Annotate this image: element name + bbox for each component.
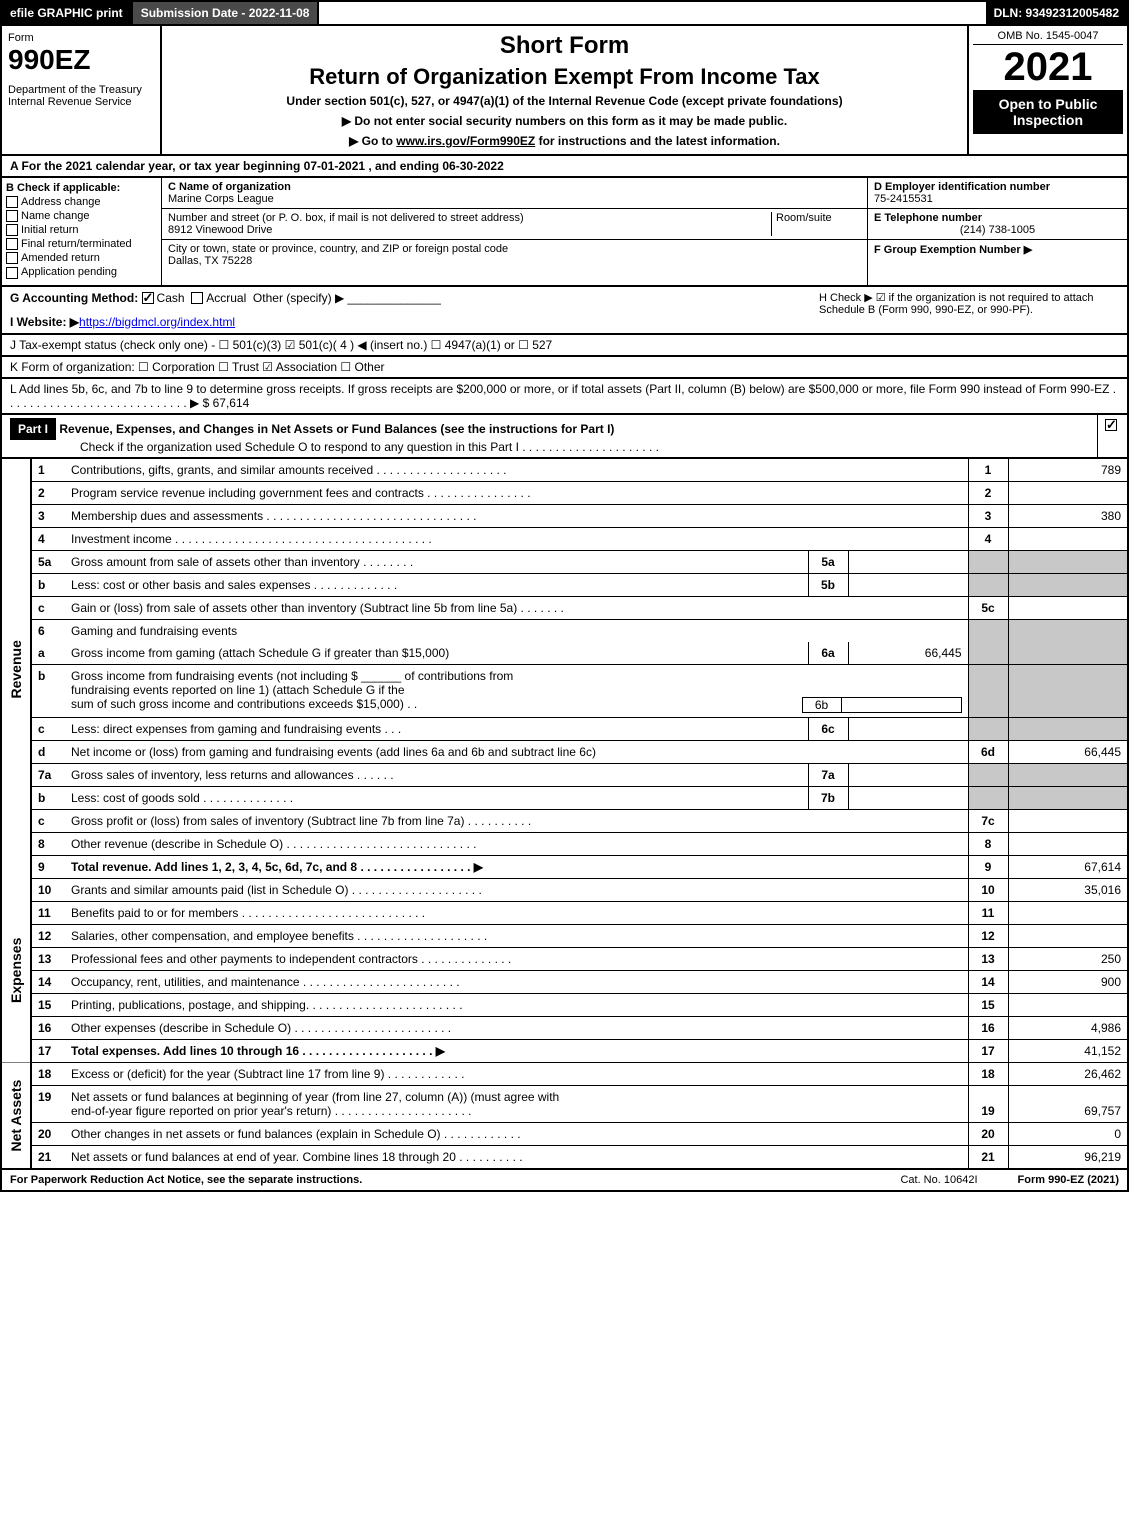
street-value: 8912 Vinewood Drive: [168, 224, 272, 236]
arrow-line-2: ▶ Go to www.irs.gov/Form990EZ for instru…: [172, 134, 957, 148]
part1-header-row: Part I Revenue, Expenses, and Changes in…: [0, 415, 1129, 459]
section-h: H Check ▶ ☑ if the organization is not r…: [819, 291, 1119, 329]
chk-application-pending[interactable]: Application pending: [6, 266, 157, 278]
short-form-title: Short Form: [172, 32, 957, 60]
footer-right: Form 990-EZ (2021): [1018, 1174, 1119, 1186]
top-bar: efile GRAPHIC print Submission Date - 20…: [0, 0, 1129, 26]
irs-link[interactable]: www.irs.gov/Form990EZ: [396, 134, 535, 148]
room-label: Room/suite: [776, 212, 832, 224]
part1-badge: Part I: [10, 418, 56, 440]
val-6d: 66,445: [1008, 740, 1128, 763]
section-c: C Name of organization Marine Corps Leag…: [162, 178, 867, 285]
chk-address-change[interactable]: Address change: [6, 196, 157, 208]
val-19: 69,757: [1008, 1085, 1128, 1122]
val-18: 26,462: [1008, 1062, 1128, 1085]
chk-initial-return[interactable]: Initial return: [6, 224, 157, 236]
chk-final-return[interactable]: Final return/terminated: [6, 238, 157, 250]
arrow2-post: for instructions and the latest informat…: [535, 134, 780, 148]
val-10: 35,016: [1008, 878, 1128, 901]
main-title: Return of Organization Exempt From Incom…: [172, 64, 957, 90]
form-number: 990EZ: [8, 44, 154, 76]
section-l: L Add lines 5b, 6c, and 7b to line 9 to …: [0, 379, 1129, 415]
section-gh: G Accounting Method: Cash Accrual Other …: [0, 287, 1129, 335]
submission-date: Submission Date - 2022-11-08: [131, 2, 320, 24]
city-value: Dallas, TX 75228: [168, 255, 252, 267]
arrow-line-1: ▶ Do not enter social security numbers o…: [172, 114, 957, 128]
footer-left: For Paperwork Reduction Act Notice, see …: [10, 1174, 362, 1186]
org-name: Marine Corps League: [168, 193, 274, 205]
val-7c: [1008, 809, 1128, 832]
val-12: [1008, 924, 1128, 947]
form-box: Form 990EZ Department of the Treasury In…: [2, 26, 162, 154]
val-6a: 66,445: [848, 642, 968, 665]
val-8: [1008, 832, 1128, 855]
phone-label: E Telephone number: [874, 212, 982, 224]
gross-receipts: 67,614: [213, 396, 250, 410]
part1-checkline: Check if the organization used Schedule …: [80, 440, 659, 454]
tax-year: 2021: [973, 45, 1123, 90]
dln: DLN: 93492312005482: [986, 2, 1127, 24]
dept-treasury: Department of the Treasury Internal Reve…: [8, 84, 154, 108]
revenue-label: Revenue: [1, 459, 31, 879]
street-label: Number and street (or P. O. box, if mail…: [168, 212, 524, 224]
ein-value: 75-2415531: [874, 193, 933, 205]
val-16: 4,986: [1008, 1016, 1128, 1039]
title-box: Short Form Return of Organization Exempt…: [162, 26, 967, 154]
part1-checkbox[interactable]: [1097, 415, 1127, 457]
val-11: [1008, 901, 1128, 924]
val-9: 67,614: [1008, 855, 1128, 878]
form-header: Form 990EZ Department of the Treasury In…: [0, 26, 1129, 156]
val-14: 900: [1008, 970, 1128, 993]
phone-value: (214) 738-1005: [874, 224, 1121, 236]
chk-name-change[interactable]: Name change: [6, 210, 157, 222]
val-3: 380: [1008, 504, 1128, 527]
website-row: I Website: ▶https://bigdmcl.org/index.ht…: [10, 315, 819, 329]
val-5c: [1008, 596, 1128, 619]
val-1: 789: [1008, 459, 1128, 482]
expenses-label: Expenses: [1, 878, 31, 1062]
val-4: [1008, 527, 1128, 550]
arrow2-pre: ▶ Go to: [349, 134, 396, 148]
section-b: B Check if applicable: Address change Na…: [2, 178, 162, 285]
chk-amended-return[interactable]: Amended return: [6, 252, 157, 264]
form-label: Form: [8, 32, 154, 44]
section-b-label: B Check if applicable:: [6, 182, 157, 194]
val-20: 0: [1008, 1122, 1128, 1145]
inspection-box: Open to Public Inspection: [973, 90, 1123, 134]
website-link[interactable]: https://bigdmcl.org/index.html: [79, 315, 235, 329]
val-21: 96,219: [1008, 1145, 1128, 1169]
netassets-label: Net Assets: [1, 1062, 31, 1169]
city-label: City or town, state or province, country…: [168, 243, 508, 255]
footer-mid: Cat. No. 10642I: [900, 1174, 977, 1186]
val-13: 250: [1008, 947, 1128, 970]
line-a: A For the 2021 calendar year, or tax yea…: [0, 156, 1129, 178]
chk-accrual[interactable]: [191, 292, 203, 304]
omb-number: OMB No. 1545-0047: [973, 30, 1123, 45]
val-15: [1008, 993, 1128, 1016]
group-exemption-label: F Group Exemption Number ▶: [874, 244, 1032, 256]
val-17: 41,152: [1008, 1039, 1128, 1062]
accounting-method: G Accounting Method: Cash Accrual Other …: [10, 291, 819, 305]
org-name-label: C Name of organization: [168, 181, 291, 193]
info-grid: B Check if applicable: Address change Na…: [0, 178, 1129, 287]
year-box: OMB No. 1545-0047 2021 Open to Public In…: [967, 26, 1127, 154]
section-j: J Tax-exempt status (check only one) - ☐…: [0, 335, 1129, 357]
section-def: D Employer identification number 75-2415…: [867, 178, 1127, 285]
footer: For Paperwork Reduction Act Notice, see …: [0, 1170, 1129, 1192]
subtitle: Under section 501(c), 527, or 4947(a)(1)…: [172, 94, 957, 108]
chk-cash[interactable]: [142, 292, 154, 304]
val-2: [1008, 481, 1128, 504]
efile-label: efile GRAPHIC print: [2, 2, 131, 24]
part1-title: Revenue, Expenses, and Changes in Net As…: [59, 422, 614, 436]
lines-table: Revenue 1Contributions, gifts, grants, a…: [0, 459, 1129, 1170]
section-k: K Form of organization: ☐ Corporation ☐ …: [0, 357, 1129, 379]
ein-label: D Employer identification number: [874, 181, 1050, 193]
